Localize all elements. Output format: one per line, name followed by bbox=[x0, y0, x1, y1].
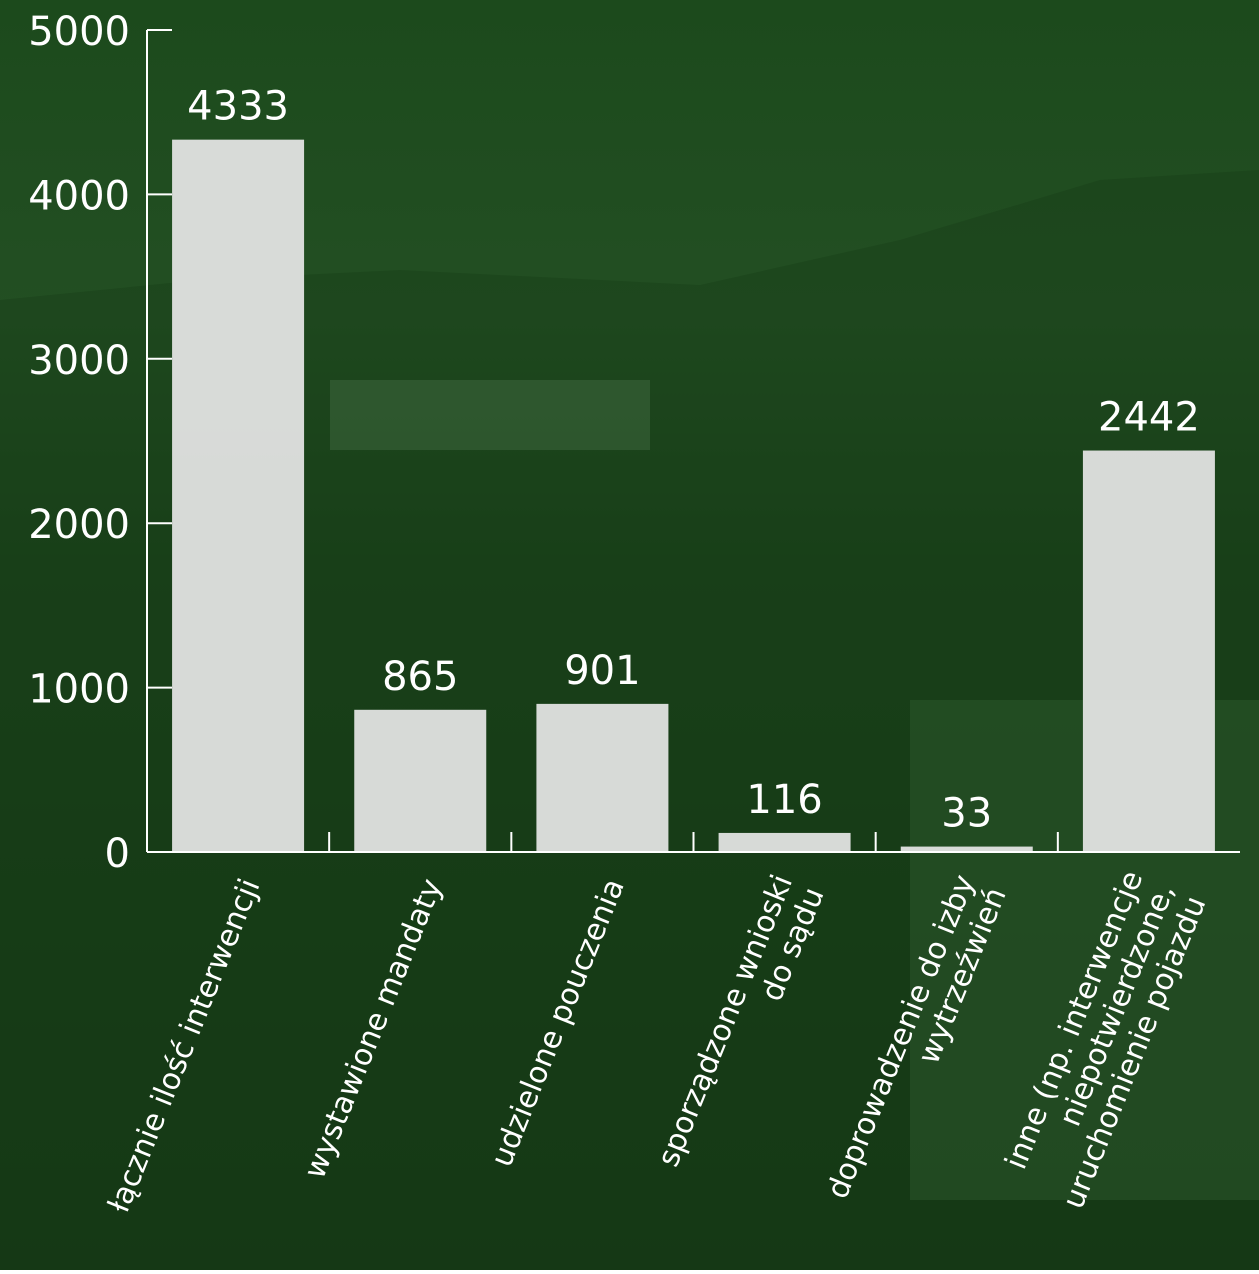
y-tick-label: 2000 bbox=[28, 502, 130, 548]
bar bbox=[900, 846, 1033, 852]
y-tick-label: 3000 bbox=[28, 338, 130, 384]
bar bbox=[536, 703, 669, 852]
y-tick-label: 5000 bbox=[28, 9, 130, 55]
value-label: 901 bbox=[564, 648, 640, 694]
value-label: 2442 bbox=[1098, 395, 1200, 441]
y-tick-label: 4000 bbox=[28, 173, 130, 219]
bar bbox=[718, 832, 851, 852]
value-label: 4333 bbox=[187, 84, 289, 130]
bar bbox=[354, 709, 487, 852]
bar bbox=[172, 139, 305, 853]
value-label: 33 bbox=[941, 791, 992, 837]
value-label: 116 bbox=[746, 777, 822, 823]
building bbox=[330, 380, 650, 450]
y-tick-label: 0 bbox=[105, 831, 130, 877]
value-label: 865 bbox=[382, 654, 458, 700]
y-tick-label: 1000 bbox=[28, 667, 130, 713]
bar bbox=[1082, 450, 1215, 852]
